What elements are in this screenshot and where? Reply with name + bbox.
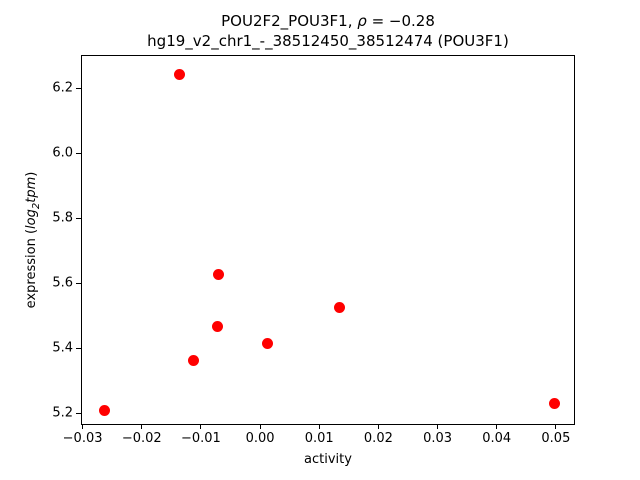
xtick-mark <box>259 424 261 429</box>
ylabel-suffix: ) <box>24 171 40 177</box>
data-point <box>173 69 185 81</box>
xtick-label: 0.04 <box>482 431 512 446</box>
ytick-mark <box>76 412 81 414</box>
figure-title-line2: hg19_v2_chr1_-_38512450_38512474 (POU3F1… <box>147 32 509 50</box>
ytick-label: 6.2 <box>52 80 73 96</box>
data-point <box>333 302 345 314</box>
xtick-mark <box>141 424 143 429</box>
xtick-mark <box>82 424 84 429</box>
xtick-mark <box>437 424 439 429</box>
data-point <box>98 405 110 417</box>
ytick-mark <box>76 347 81 349</box>
x-axis-label: activity <box>304 452 352 467</box>
xtick-mark <box>318 424 320 429</box>
xtick-mark <box>555 424 557 429</box>
data-point <box>212 268 224 280</box>
ytick-label: 5.4 <box>52 340 73 356</box>
ylabel-subscript: 2 <box>30 202 42 210</box>
ytick-label: 5.2 <box>52 405 73 421</box>
data-point <box>548 397 560 409</box>
y-axis-label: expression (log2tpm) <box>24 172 42 309</box>
ylabel-tpm: tpm <box>24 176 40 203</box>
ytick-mark <box>76 87 81 89</box>
ytick-mark <box>76 152 81 154</box>
ytick-label: 6.0 <box>52 145 73 161</box>
plot-area: −0.03 −0.02 −0.01 0.00 0.01 0.02 0.03 0.04 0.05 5… <box>52 55 575 446</box>
xtick-label: 0.00 <box>245 431 275 446</box>
xtick-label: 0.01 <box>304 431 334 446</box>
ylabel-prefix: expression ( <box>24 228 40 309</box>
figure-title-line1: POU2F2_POU3F1, ρ = −0.28 <box>81 11 575 31</box>
xtick-label: −0.01 <box>180 431 221 446</box>
ytick-mark <box>76 217 81 219</box>
data-point <box>188 354 200 366</box>
xtick-label: −0.03 <box>62 431 103 446</box>
xtick-mark <box>496 424 498 429</box>
xtick-label: 0.03 <box>423 431 453 446</box>
ytick-mark <box>76 282 81 284</box>
figure-title: POU2F2_POU3F1, ρ = −0.28 hg19_v2_chr1_-_… <box>81 11 575 51</box>
data-point <box>211 320 223 332</box>
title-line1-prefix: POU2F2_POU3F1, <box>221 12 358 30</box>
ytick-label: 5.6 <box>52 275 73 291</box>
xtick-mark <box>200 424 202 429</box>
data-point <box>262 338 274 350</box>
ytick-label: 5.8 <box>52 210 73 226</box>
xtick-label: −0.02 <box>121 431 162 446</box>
ylabel-log: log <box>24 209 40 229</box>
rho-symbol: ρ <box>357 12 367 30</box>
xtick-mark <box>377 424 379 429</box>
title-line1-suffix: = −0.28 <box>366 12 435 30</box>
xtick-label: 0.05 <box>541 431 571 446</box>
xtick-label: 0.02 <box>363 431 393 446</box>
